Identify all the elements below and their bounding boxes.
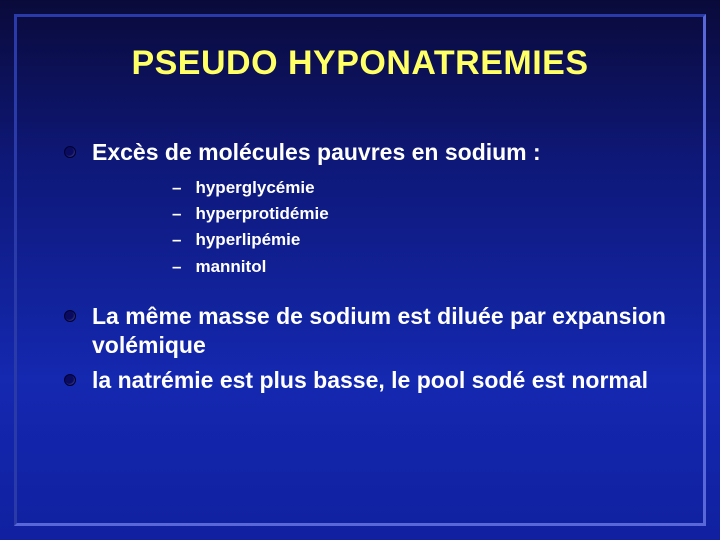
sub-bullet-item: – hyperprotidémie xyxy=(172,201,670,227)
dash-icon: – xyxy=(172,201,181,227)
bullet-text: la natrémie est plus basse, le pool sodé… xyxy=(92,366,670,395)
slide-content: Excès de molécules pauvres en sodium : –… xyxy=(64,138,670,400)
sub-bullet-item: – mannitol xyxy=(172,254,670,280)
bullet-item: la natrémie est plus basse, le pool sodé… xyxy=(64,366,670,395)
bullet-dot-icon xyxy=(64,374,76,386)
bullet-text: La même masse de sodium est diluée par e… xyxy=(92,302,670,360)
dash-icon: – xyxy=(172,175,181,201)
dash-icon: – xyxy=(172,227,181,253)
slide-title: PSEUDO HYPONATREMIES xyxy=(0,44,720,83)
bullet-dot-icon xyxy=(64,146,76,158)
sub-bullet-text: hyperglycémie xyxy=(195,175,670,201)
sub-bullet-item: – hyperlipémie xyxy=(172,227,670,253)
slide: PSEUDO HYPONATREMIES Excès de molécules … xyxy=(0,0,720,540)
sub-bullet-item: – hyperglycémie xyxy=(172,175,670,201)
bullet-item: La même masse de sodium est diluée par e… xyxy=(64,302,670,360)
bullet-text: Excès de molécules pauvres en sodium : xyxy=(92,138,670,167)
sub-bullet-text: hyperprotidémie xyxy=(195,201,670,227)
sub-bullet-text: mannitol xyxy=(195,254,670,280)
bullet-dot-icon xyxy=(64,310,76,322)
bullet-item: Excès de molécules pauvres en sodium : xyxy=(64,138,670,167)
sub-bullet-list: – hyperglycémie – hyperprotidémie – hype… xyxy=(172,175,670,280)
sub-bullet-text: hyperlipémie xyxy=(195,227,670,253)
dash-icon: – xyxy=(172,254,181,280)
